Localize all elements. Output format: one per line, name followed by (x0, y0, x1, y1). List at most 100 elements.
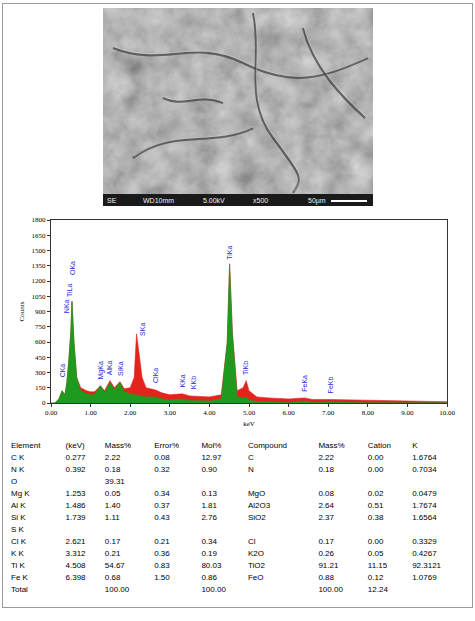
svg-text:1.00: 1.00 (84, 409, 97, 417)
svg-text:x500: x500 (253, 197, 268, 204)
html-text:2.22: 2.22 (318, 453, 334, 462)
html-text:0.34: 0.34 (154, 489, 170, 498)
svg-text:9.00: 9.00 (401, 409, 414, 417)
svg-text:1650: 1650 (32, 232, 47, 240)
svg-text:1350: 1350 (32, 262, 47, 270)
html-text:Al2O3: Al2O3 (247, 501, 271, 510)
svg-text:2.00: 2.00 (124, 409, 137, 417)
html-text:0.32: 0.32 (154, 465, 170, 474)
html-text:0.0479: 0.0479 (412, 489, 437, 498)
svg-text:FeKa: FeKa (301, 375, 308, 392)
html-text:Mass%: Mass% (318, 441, 345, 450)
html-text:12.97: 12.97 (201, 453, 222, 462)
svg-text:150: 150 (35, 384, 46, 392)
svg-text:1050: 1050 (32, 293, 47, 301)
svg-text:900: 900 (35, 308, 46, 316)
svg-text:SE: SE (107, 197, 117, 204)
html-text:SiO2: SiO2 (247, 513, 266, 522)
html-text:N K: N K (11, 465, 25, 474)
svg-text:OKa: OKa (69, 261, 76, 275)
svg-text:KKa: KKa (179, 374, 186, 387)
svg-text:7.00: 7.00 (322, 409, 335, 417)
html-text:1.739: 1.739 (65, 513, 86, 522)
svg-text:keV: keV (243, 420, 255, 428)
html-text:Error%: Error% (154, 441, 180, 450)
html-text:0.05: 0.05 (104, 489, 121, 498)
svg-text:1800: 1800 (32, 216, 47, 224)
html-text:0.02: 0.02 (367, 489, 384, 498)
svg-text:Counts: Counts (18, 301, 26, 321)
svg-text:1200: 1200 (32, 277, 47, 285)
svg-text:5.00kV: 5.00kV (203, 197, 225, 204)
html-text:0.18: 0.18 (104, 465, 121, 474)
html-text:Compound: Compound (247, 441, 287, 450)
html-text:0.277: 0.277 (65, 453, 86, 462)
html-text:0.18: 0.18 (318, 465, 334, 474)
html-text:0.90: 0.90 (201, 465, 217, 474)
svg-text:50µm: 50µm (308, 197, 326, 205)
svg-text:TiKb: TiKb (242, 361, 249, 375)
html-text:Mol%: Mol% (201, 441, 222, 450)
html-text:1.6564: 1.6564 (412, 513, 437, 522)
html-text:39.31: 39.31 (104, 477, 125, 486)
html-text:Si K: Si K (11, 513, 26, 522)
svg-text:TiKa: TiKa (226, 246, 233, 260)
html-text:2.76: 2.76 (201, 513, 217, 522)
html-text:MgO: MgO (247, 489, 266, 498)
svg-text:0.00: 0.00 (45, 409, 58, 417)
html-text:0.08: 0.08 (154, 453, 170, 462)
svg-text:KKb: KKb (190, 376, 197, 389)
html-text:2.22: 2.22 (104, 453, 121, 462)
svg-text:3.00: 3.00 (164, 409, 177, 417)
svg-text:CKa: CKa (59, 364, 66, 378)
html-text:1.40: 1.40 (104, 501, 121, 510)
html-text:Element: Element (11, 441, 41, 450)
html-text:0.00: 0.00 (367, 465, 384, 474)
html-text:Mg K: Mg K (11, 489, 30, 498)
html-text:S K: S K (11, 525, 24, 534)
html-text:0.37: 0.37 (154, 501, 170, 510)
html-text:1.11: 1.11 (104, 513, 120, 522)
svg-text:AlKa: AlKa (106, 360, 113, 375)
html-text:0.7034: 0.7034 (412, 465, 437, 474)
svg-text:10.00: 10.00 (439, 409, 455, 417)
svg-text:WD10mm: WD10mm (143, 197, 174, 204)
html-text:0.08: 0.08 (318, 489, 334, 498)
svg-text:TiLa: TiLa (66, 284, 73, 297)
html-text:0.43: 0.43 (154, 513, 170, 522)
html-text:1.486: 1.486 (65, 501, 86, 510)
html-text:Cl K: Cl K (11, 537, 27, 546)
svg-text:MgKa: MgKa (97, 361, 105, 379)
html-text:1.7674: 1.7674 (412, 501, 437, 510)
svg-text:4.00: 4.00 (203, 409, 216, 417)
svg-text:8.00: 8.00 (362, 409, 375, 417)
html-text:1.6764: 1.6764 (412, 453, 437, 462)
svg-text:1500: 1500 (32, 247, 47, 255)
svg-text:ClKa: ClKa (152, 368, 159, 383)
html-text:0.38: 0.38 (367, 513, 384, 522)
svg-text:450: 450 (35, 354, 46, 362)
html-text:Al K: Al K (11, 501, 26, 510)
svg-text:NKa: NKa (63, 299, 70, 313)
html-text:(keV): (keV) (65, 441, 85, 450)
svg-text:6.00: 6.00 (282, 409, 295, 417)
svg-text:SiKa: SiKa (117, 361, 124, 376)
svg-text:750: 750 (35, 323, 46, 331)
svg-text:FeKb: FeKb (327, 377, 334, 394)
html-text:0.51: 0.51 (367, 501, 384, 510)
html-text:2.64: 2.64 (318, 501, 334, 510)
svg-text:SKa: SKa (139, 323, 146, 336)
svg-text:300: 300 (35, 369, 46, 377)
html-text:1.81: 1.81 (201, 501, 217, 510)
html-text:C K: C K (11, 453, 25, 462)
html-text:1.253: 1.253 (65, 489, 86, 498)
html-text:Mass%: Mass% (104, 441, 131, 450)
html-text:0.13: 0.13 (201, 489, 217, 498)
html-text:0.00: 0.00 (367, 453, 384, 462)
html-text:Cation: Cation (367, 441, 391, 450)
svg-text:0: 0 (42, 399, 46, 407)
html-text:2.37: 2.37 (318, 513, 334, 522)
svg-text:5.00: 5.00 (243, 409, 256, 417)
svg-text:600: 600 (35, 338, 46, 346)
html-text:0.392: 0.392 (65, 465, 86, 474)
